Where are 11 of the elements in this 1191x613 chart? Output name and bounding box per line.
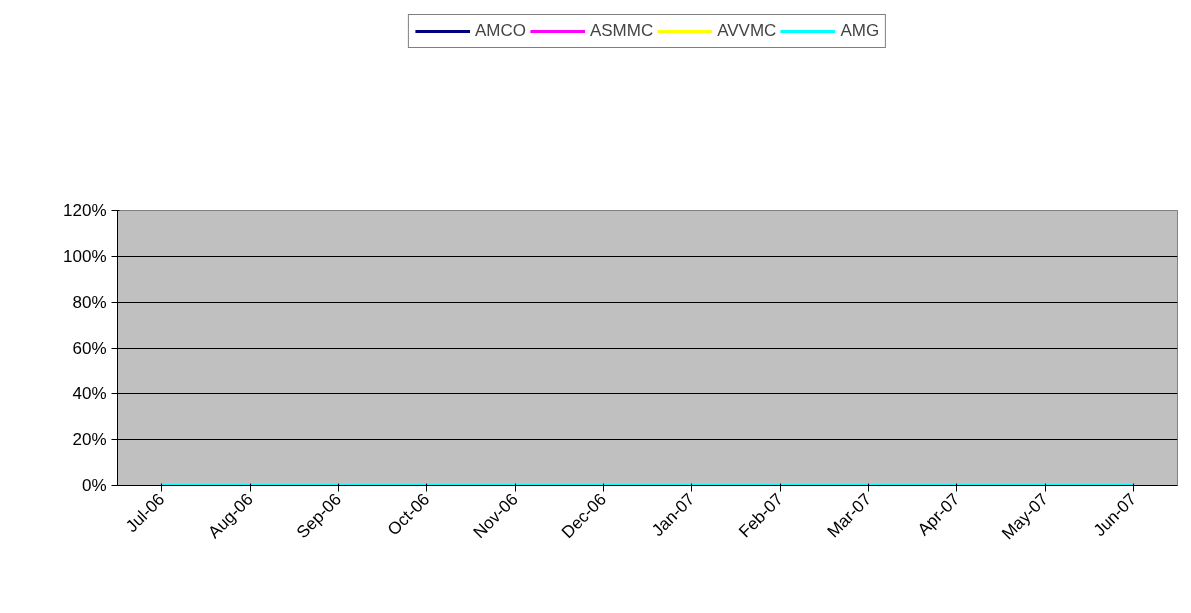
y-tick-label: 40% [72,384,107,404]
y-tick-label: 20% [72,430,107,450]
y-tick-label: 80% [72,292,107,312]
y-tick-label: 120% [63,201,107,220]
legend-label: AMCO [474,21,526,41]
y-tick-label: 60% [72,338,107,358]
legend-label: AVVMC [717,21,777,41]
legend-label: ASMMC [589,21,654,41]
y-tick-label: 0% [81,476,107,495]
y-tick-label: 100% [63,246,107,266]
legend-label: AMG [840,21,880,41]
